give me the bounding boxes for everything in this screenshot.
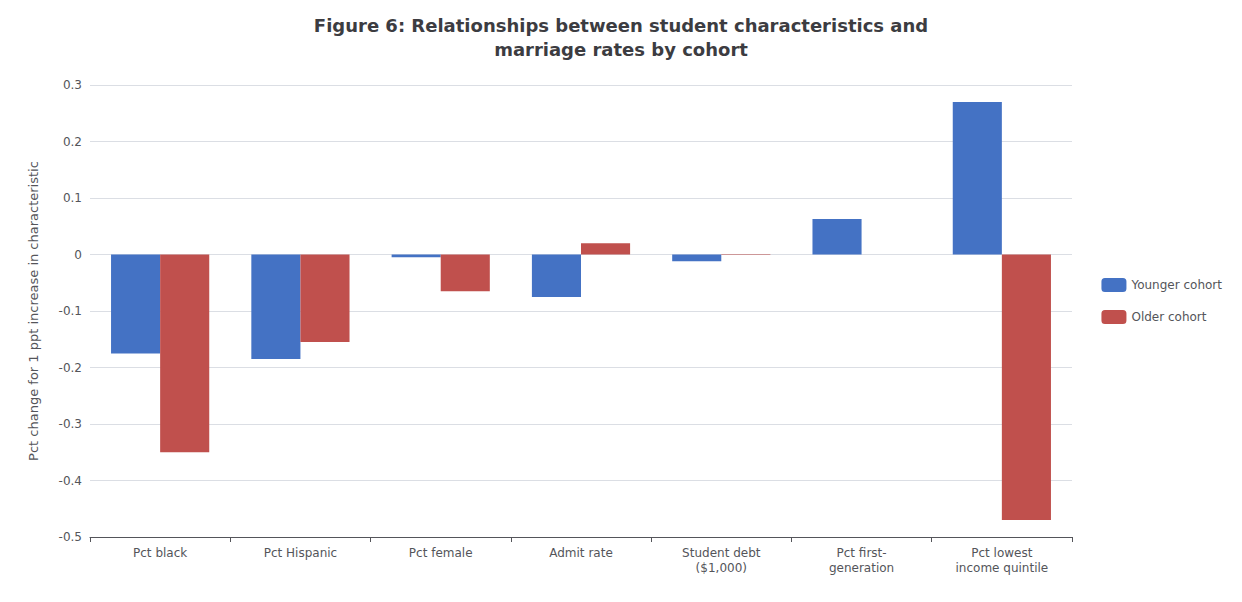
svg-text:income quintile: income quintile: [956, 561, 1049, 575]
svg-text:Older cohort: Older cohort: [1131, 310, 1206, 324]
svg-text:($1,000): ($1,000): [696, 561, 747, 575]
svg-text:0.1: 0.1: [63, 191, 82, 205]
svg-text:0: 0: [74, 248, 82, 262]
svg-text:-0.5: -0.5: [59, 530, 82, 544]
svg-text:0.2: 0.2: [63, 135, 82, 149]
svg-text:Pct lowest: Pct lowest: [971, 546, 1032, 560]
svg-text:marriage rates by cohort: marriage rates by cohort: [494, 39, 748, 60]
svg-text:-0.1: -0.1: [59, 304, 82, 318]
svg-text:-0.4: -0.4: [59, 474, 82, 488]
svg-text:generation: generation: [829, 561, 894, 575]
svg-text:Pct female: Pct female: [409, 546, 473, 560]
svg-text:Admit rate: Admit rate: [549, 546, 613, 560]
svg-text:Pct black: Pct black: [133, 546, 187, 560]
svg-text:-0.3: -0.3: [59, 417, 82, 431]
svg-text:Student debt: Student debt: [682, 546, 761, 560]
svg-text:Figure 6: Relationships betwee: Figure 6: Relationships between student …: [314, 15, 928, 36]
svg-text:Pct first-: Pct first-: [837, 546, 887, 560]
svg-text:-0.2: -0.2: [59, 361, 82, 375]
svg-text:Pct change for 1 ppt increase: Pct change for 1 ppt increase in charact…: [26, 161, 41, 461]
svg-text:Younger cohort: Younger cohort: [1130, 278, 1222, 292]
svg-text:Pct Hispanic: Pct Hispanic: [264, 546, 337, 560]
svg-text:0.3: 0.3: [63, 78, 82, 92]
